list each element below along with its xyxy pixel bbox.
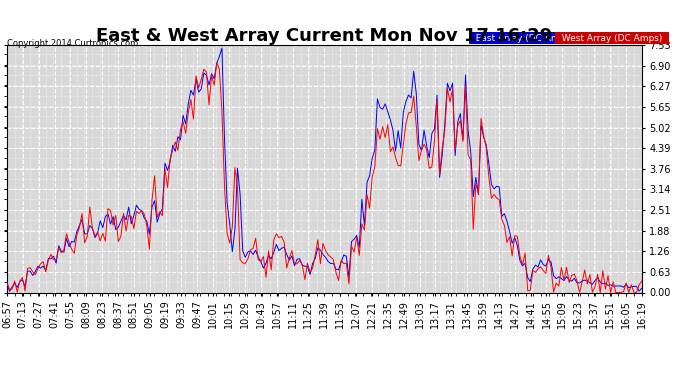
Text: East Array (DC Amps): East Array (DC Amps) bbox=[471, 33, 580, 42]
Text: Copyright 2014 Curtronics.com: Copyright 2014 Curtronics.com bbox=[7, 39, 138, 48]
Title: East & West Array Current Mon Nov 17 16:29: East & West Array Current Mon Nov 17 16:… bbox=[96, 27, 553, 45]
Text: West Array (DC Amps): West Array (DC Amps) bbox=[556, 33, 668, 42]
